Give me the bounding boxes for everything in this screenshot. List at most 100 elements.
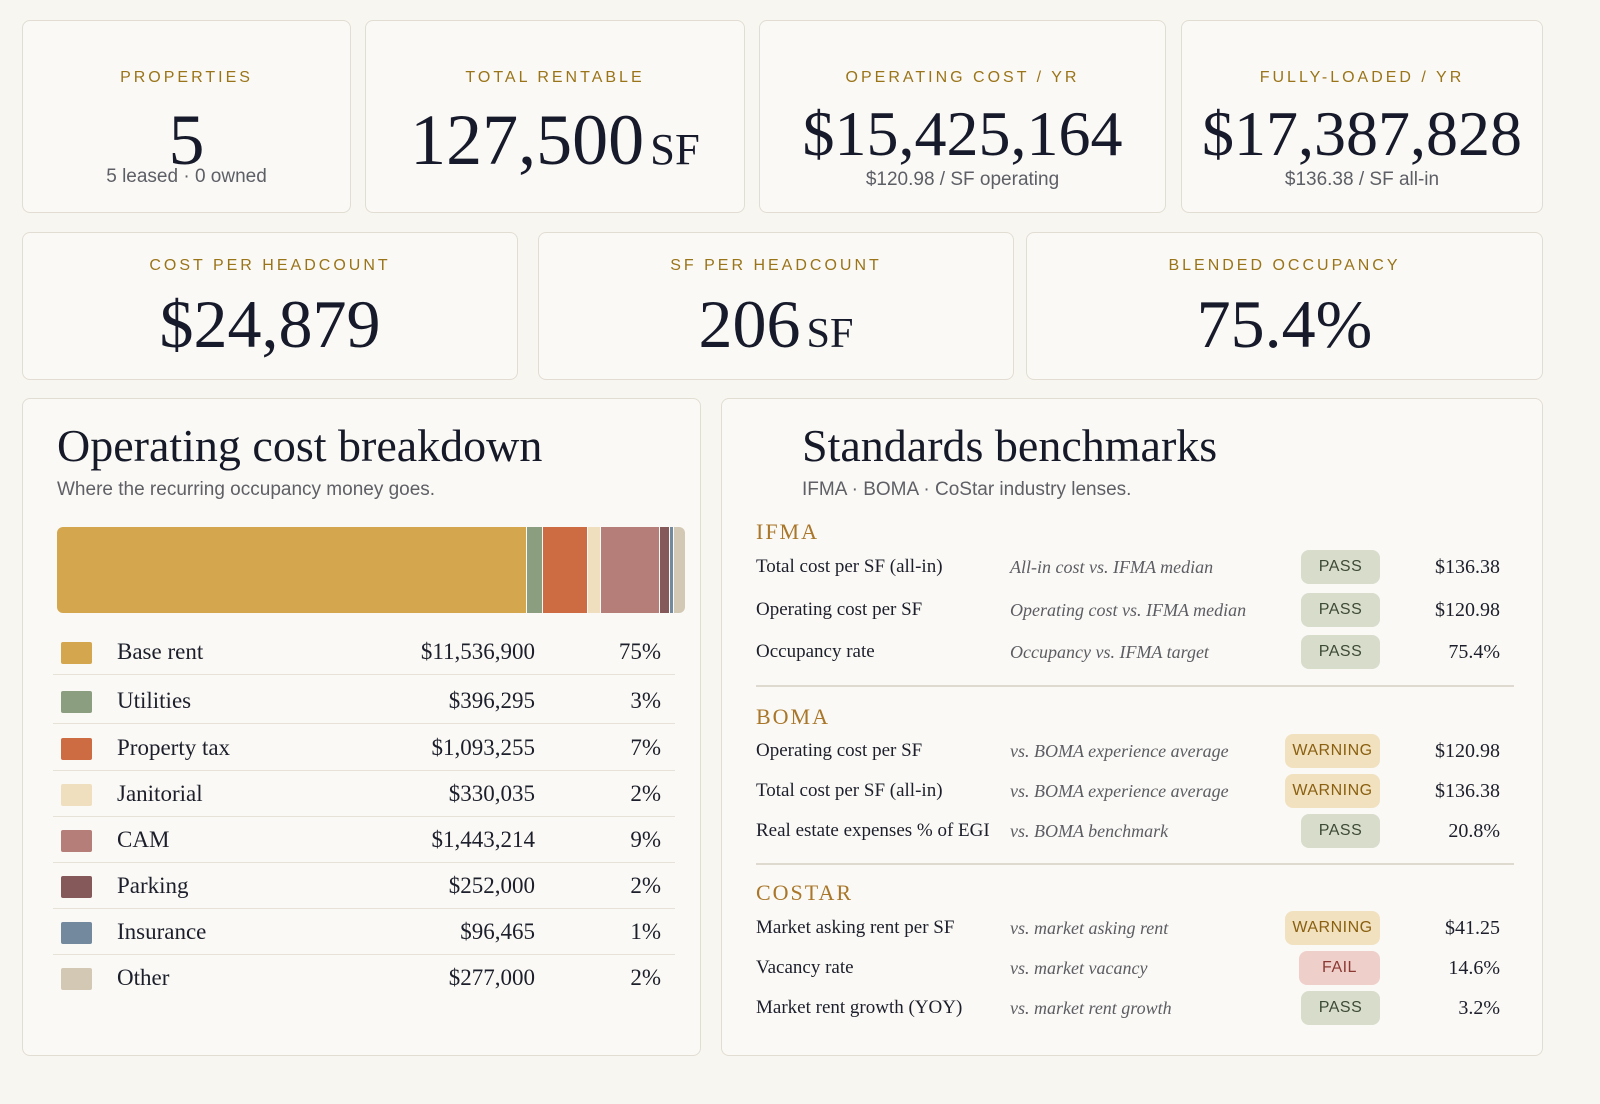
metric-description: vs. BOMA experience average bbox=[1010, 741, 1229, 761]
metric-value: $136.38 bbox=[1435, 556, 1500, 578]
section-title-boma: BOMA bbox=[756, 704, 831, 729]
category-name: Base rent bbox=[117, 639, 204, 664]
metric-value: $120.98 bbox=[1435, 740, 1500, 762]
panel-subtitle: Where the recurring occupancy money goes… bbox=[57, 479, 436, 500]
kpi-value: 5 bbox=[168, 100, 205, 180]
legend-swatch bbox=[61, 876, 92, 898]
category-percent: 2% bbox=[630, 965, 661, 990]
legend-swatch bbox=[61, 691, 92, 713]
bar-segment-utilities bbox=[526, 527, 544, 613]
kpi-card-fully-loaded: FULLY-LOADED / YR $17,387,828 $136.38 / … bbox=[1181, 20, 1543, 213]
legend-swatch bbox=[61, 922, 92, 944]
kpi-value: 127,500 bbox=[410, 100, 645, 180]
kpi-card-total-rentable: TOTAL RENTABLE 127,500 SF bbox=[365, 20, 745, 213]
category-percent: 3% bbox=[630, 688, 661, 713]
kpi-value: $17,387,828 bbox=[1202, 98, 1522, 169]
kpi-unit: SF bbox=[806, 310, 854, 357]
category-name: Insurance bbox=[117, 919, 207, 944]
legend-swatch bbox=[61, 968, 92, 990]
kpi-card-blended-occupancy: BLENDED OCCUPANCY 75.4% bbox=[1026, 232, 1543, 380]
metric-description: vs. market rent growth bbox=[1010, 998, 1172, 1018]
legend-swatch bbox=[61, 784, 92, 806]
panel-title: Standards benchmarks bbox=[802, 420, 1218, 471]
metric-description: vs. market asking rent bbox=[1010, 918, 1169, 938]
benchmark-row: Total cost per SF (all-in) vs. BOMA expe… bbox=[756, 774, 1516, 810]
metric-name: Total cost per SF (all-in) bbox=[756, 780, 943, 801]
status-badge: PASS bbox=[1301, 635, 1380, 669]
operating-cost-breakdown-panel: Operating cost breakdown Where the recur… bbox=[22, 398, 701, 1056]
kpi-value-wrap: 206 SF bbox=[539, 285, 1013, 364]
category-name: CAM bbox=[117, 827, 170, 852]
category-name: Utilities bbox=[117, 688, 192, 713]
status-badge: WARNING bbox=[1285, 911, 1380, 945]
kpi-sub: $136.38 / SF all-in bbox=[1284, 169, 1440, 190]
benchmark-row: Market rent growth (YOY) vs. market rent… bbox=[756, 991, 1516, 1027]
benchmark-row: Market asking rent per SF vs. market ask… bbox=[756, 911, 1516, 947]
bar-segment-parking bbox=[659, 527, 670, 613]
breakdown-row: Utilities $396,295 3% bbox=[53, 678, 675, 724]
section-divider bbox=[756, 685, 1514, 687]
kpi-label: COST PER HEADCOUNT bbox=[149, 257, 391, 274]
metric-description: vs. market vacancy bbox=[1010, 958, 1148, 978]
breakdown-row: Base rent $11,536,900 75% bbox=[53, 629, 675, 675]
category-amount: $396,295 bbox=[448, 688, 535, 713]
metric-value: 20.8% bbox=[1448, 820, 1500, 842]
kpi-card-sf-per-headcount: SF PER HEADCOUNT 206 SF bbox=[538, 232, 1014, 380]
category-percent: 7% bbox=[630, 735, 661, 760]
benchmark-row: Operating cost per SF vs. BOMA experienc… bbox=[756, 734, 1516, 770]
kpi-card-properties: PROPERTIES 5 5 leased · 0 owned bbox=[22, 20, 351, 213]
category-name: Parking bbox=[117, 873, 189, 898]
kpi-card-cost-per-headcount: COST PER HEADCOUNT $24,879 bbox=[22, 232, 518, 380]
category-percent: 2% bbox=[630, 781, 661, 806]
metric-name: Operating cost per SF bbox=[756, 599, 923, 620]
bar-segment-base-rent bbox=[57, 527, 527, 613]
kpi-value: 206 bbox=[698, 286, 801, 362]
breakdown-row: Other $277,000 2% bbox=[53, 955, 675, 1001]
kpi-card-operating-cost: OPERATING COST / YR $15,425,164 $120.98 … bbox=[759, 20, 1166, 213]
metric-value: 75.4% bbox=[1448, 641, 1500, 663]
benchmark-row: Total cost per SF (all-in) All-in cost v… bbox=[756, 550, 1516, 586]
metric-value: $136.38 bbox=[1435, 780, 1500, 802]
panel-title: Operating cost breakdown bbox=[57, 420, 543, 471]
kpi-label: SF PER HEADCOUNT bbox=[670, 257, 882, 274]
category-name: Janitorial bbox=[117, 781, 203, 806]
category-name: Property tax bbox=[117, 735, 231, 760]
metric-name: Operating cost per SF bbox=[756, 740, 923, 761]
metric-name: Real estate expenses % of EGI bbox=[756, 820, 990, 841]
metric-value: $120.98 bbox=[1435, 599, 1500, 621]
kpi-label: FULLY-LOADED / YR bbox=[1259, 69, 1465, 86]
status-badge: PASS bbox=[1301, 550, 1380, 584]
category-amount: $96,465 bbox=[460, 919, 535, 944]
benchmark-row: Operating cost per SF Operating cost vs.… bbox=[756, 593, 1516, 629]
panel-subtitle: IFMA · BOMA · CoStar industry lenses. bbox=[802, 479, 1132, 500]
kpi-label: TOTAL RENTABLE bbox=[465, 69, 645, 86]
metric-description: vs. BOMA benchmark bbox=[1010, 821, 1169, 841]
metric-description: vs. BOMA experience average bbox=[1010, 781, 1229, 801]
breakdown-row: Insurance $96,465 1% bbox=[53, 909, 675, 955]
metric-value: $41.25 bbox=[1445, 917, 1500, 939]
metric-name: Occupancy rate bbox=[756, 641, 875, 662]
category-name: Other bbox=[117, 965, 170, 990]
cost-stacked-bar bbox=[57, 527, 685, 613]
metric-name: Market asking rent per SF bbox=[756, 917, 955, 938]
metric-value: 3.2% bbox=[1458, 997, 1500, 1019]
bar-segment-insurance bbox=[669, 527, 674, 613]
breakdown-row: Parking $252,000 2% bbox=[53, 863, 675, 909]
status-badge: PASS bbox=[1301, 814, 1380, 848]
category-amount: $277,000 bbox=[448, 965, 535, 990]
category-percent: 75% bbox=[618, 639, 661, 664]
benchmark-row: Vacancy rate vs. market vacancy FAIL 14.… bbox=[756, 951, 1516, 987]
breakdown-row: CAM $1,443,214 9% bbox=[53, 817, 675, 863]
kpi-label: BLENDED OCCUPANCY bbox=[1168, 257, 1401, 274]
category-amount: $1,093,255 bbox=[431, 735, 536, 760]
kpi-value-wrap: 127,500 SF bbox=[366, 99, 744, 182]
kpi-label: OPERATING COST / YR bbox=[845, 69, 1080, 86]
metric-value: 14.6% bbox=[1448, 957, 1500, 979]
bar-segment-other bbox=[673, 527, 685, 613]
category-amount: $330,035 bbox=[448, 781, 535, 806]
metric-name: Market rent growth (YOY) bbox=[756, 997, 963, 1018]
metric-description: All-in cost vs. IFMA median bbox=[1010, 557, 1214, 577]
breakdown-row: Property tax $1,093,255 7% bbox=[53, 725, 675, 771]
kpi-value: 75.4% bbox=[1196, 286, 1373, 362]
category-amount: $1,443,214 bbox=[431, 827, 536, 852]
